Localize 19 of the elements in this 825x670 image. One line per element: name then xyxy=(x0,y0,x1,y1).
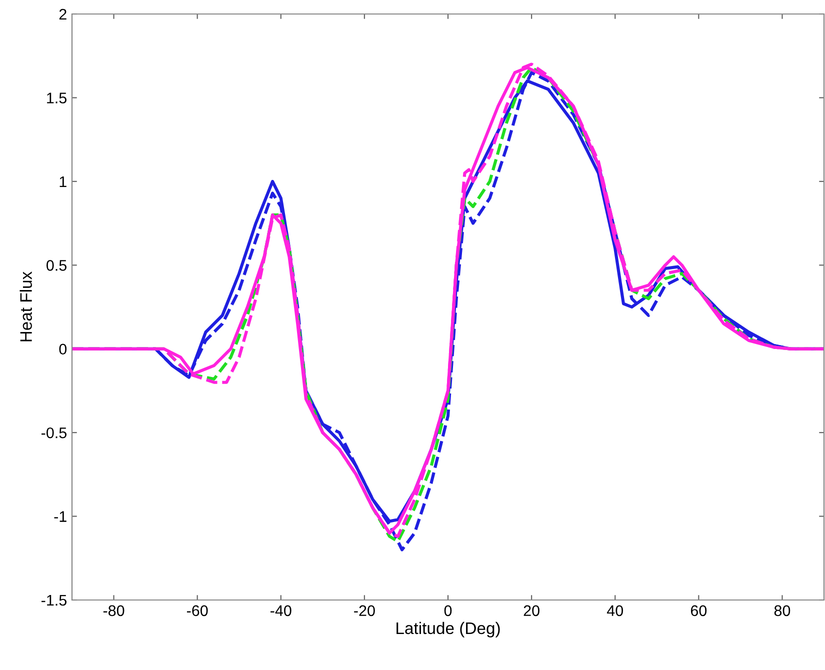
y-tick-label: 2 xyxy=(59,8,66,20)
x-axis-title: Latitude (Deg) xyxy=(396,622,500,638)
y-axis-title: Heat Flux xyxy=(20,272,32,342)
x-tick-label: -60 xyxy=(186,605,208,616)
x-tick-label: 0 xyxy=(444,605,452,616)
y-tick-label: 0.5 xyxy=(46,260,66,271)
x-tick-label: 20 xyxy=(524,605,540,616)
y-tick-label: 1 xyxy=(60,176,66,187)
x-tick-label: -80 xyxy=(103,605,124,616)
x-tick-label: -40 xyxy=(270,605,292,616)
y-tick-label: 0 xyxy=(59,344,67,355)
y-tick-label: 1.5 xyxy=(47,92,66,104)
x-tick-label: 40 xyxy=(606,605,624,616)
x-tick-label: 80 xyxy=(774,605,790,616)
x-tick-label: 60 xyxy=(690,605,707,616)
y-tick-label: -1.5 xyxy=(41,595,66,606)
x-tick-label: -20 xyxy=(354,605,375,616)
y-tick-label: -0.5 xyxy=(41,427,66,438)
y-tick-label: -1 xyxy=(54,511,66,522)
